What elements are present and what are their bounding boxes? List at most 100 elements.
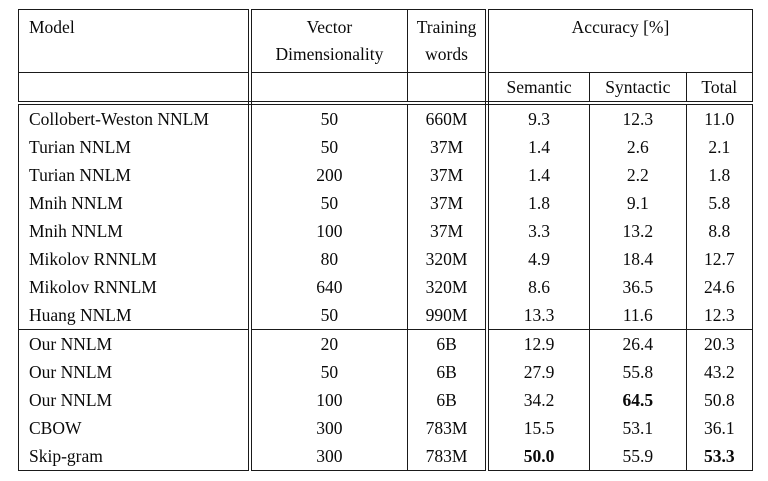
model-cell: Mnih NNLM: [17, 217, 252, 245]
semantic-accuracy-cell: 50.0: [486, 442, 591, 471]
table-row: Collobert-Weston NNLM 50 660M 9.3 12.3 11.0: [17, 103, 754, 133]
syntactic-accuracy-cell: 13.2: [589, 217, 687, 245]
table-header: Model Vector Dimensionality Training wor…: [17, 9, 754, 105]
dimensionality-cell: 80: [249, 245, 409, 273]
empty-training-header-cell: [407, 72, 490, 105]
total-accuracy-cell: 24.6: [685, 273, 754, 301]
dimensionality-cell: 100: [249, 386, 409, 414]
our-models-body: Our NNLM 20 6B 12.9 26.4 20.3 Our NNLM 50 6B 27.9…: [17, 329, 754, 471]
syntactic-accuracy-cell: 53.1: [589, 414, 687, 442]
col-header-syntactic: Syntactic: [589, 72, 687, 105]
training-line: Training: [416, 17, 477, 37]
empty-dimensionality-header-cell: [249, 72, 409, 105]
training-words-cell: 660M: [407, 103, 490, 133]
dimensionality-cell: 300: [249, 414, 409, 442]
semantic-accuracy-cell: 8.6: [486, 273, 591, 301]
model-cell: Mnih NNLM: [17, 189, 252, 217]
syntactic-accuracy-cell: 9.1: [589, 189, 687, 217]
syntactic-accuracy-cell: 64.5: [589, 386, 687, 414]
training-words-cell: 37M: [407, 161, 490, 189]
col-header-training-words: Training words: [407, 9, 490, 73]
syntactic-accuracy-cell: 55.9: [589, 442, 687, 471]
table-row: Turian NNLM 200 37M 1.4 2.2 1.8: [17, 161, 754, 189]
syntactic-accuracy-cell: 55.8: [589, 358, 687, 386]
total-accuracy-cell: 20.3: [685, 329, 754, 358]
dimensionality-cell: 50: [249, 301, 409, 330]
semantic-accuracy-cell: 1.4: [486, 133, 591, 161]
model-cell: Collobert-Weston NNLM: [17, 103, 252, 133]
total-accuracy-cell: 1.8: [685, 161, 754, 189]
dimensionality-cell: 50: [249, 189, 409, 217]
semantic-accuracy-cell: 9.3: [486, 103, 591, 133]
dimensionality-cell: 200: [249, 161, 409, 189]
semantic-accuracy-cell: 34.2: [486, 386, 591, 414]
table-row: Mikolov RNNLM 640 320M 8.6 36.5 24.6: [17, 273, 754, 301]
semantic-accuracy-cell: 27.9: [486, 358, 591, 386]
col-header-vector-dimensionality: Vector Dimensionality: [249, 9, 409, 73]
table-row: Our NNLM 50 6B 27.9 55.8 43.2: [17, 358, 754, 386]
syntactic-accuracy-cell: 36.5: [589, 273, 687, 301]
model-cell: Skip-gram: [17, 442, 252, 471]
training-words-cell: 783M: [407, 414, 490, 442]
words-line: words: [425, 44, 468, 64]
total-accuracy-cell: 50.8: [685, 386, 754, 414]
dimensionality-cell: 50: [249, 133, 409, 161]
training-words-cell: 320M: [407, 245, 490, 273]
training-words-cell: 990M: [407, 301, 490, 330]
semantic-accuracy-cell: 13.3: [486, 301, 591, 330]
results-table: Model Vector Dimensionality Training wor…: [17, 9, 754, 471]
total-accuracy-cell: 53.3: [685, 442, 754, 471]
syntactic-accuracy-cell: 18.4: [589, 245, 687, 273]
model-cell: Turian NNLM: [17, 161, 252, 189]
baseline-models-body: Collobert-Weston NNLM 50 660M 9.3 12.3 11.0 Tu…: [17, 103, 754, 330]
training-words-cell: 6B: [407, 329, 490, 358]
vector-line: Vector: [306, 17, 353, 37]
model-cell: Mikolov RNNLM: [17, 273, 252, 301]
col-header-accuracy: Accuracy [%]: [486, 9, 754, 73]
semantic-accuracy-cell: 15.5: [486, 414, 591, 442]
dimensionality-cell: 640: [249, 273, 409, 301]
training-words-cell: 37M: [407, 133, 490, 161]
semantic-accuracy-cell: 1.8: [486, 189, 591, 217]
model-cell: CBOW: [17, 414, 252, 442]
syntactic-accuracy-cell: 12.3: [589, 103, 687, 133]
total-accuracy-cell: 43.2: [685, 358, 754, 386]
table-row: Our NNLM 20 6B 12.9 26.4 20.3: [17, 329, 754, 358]
table-row: Skip-gram 300 783M 50.0 55.9 53.3: [17, 442, 754, 471]
training-words-cell: 6B: [407, 358, 490, 386]
table-row: Mnih NNLM 50 37M 1.8 9.1 5.8: [17, 189, 754, 217]
total-accuracy-cell: 5.8: [685, 189, 754, 217]
semantic-accuracy-cell: 4.9: [486, 245, 591, 273]
table-row: CBOW 300 783M 15.5 53.1 36.1: [17, 414, 754, 442]
syntactic-accuracy-cell: 2.2: [589, 161, 687, 189]
training-words-cell: 6B: [407, 386, 490, 414]
empty-model-header-cell: [17, 72, 252, 105]
semantic-accuracy-cell: 12.9: [486, 329, 591, 358]
total-accuracy-cell: 8.8: [685, 217, 754, 245]
total-accuracy-cell: 12.3: [685, 301, 754, 330]
table-row: Turian NNLM 50 37M 1.4 2.6 2.1: [17, 133, 754, 161]
table-row: Huang NNLM 50 990M 13.3 11.6 12.3: [17, 301, 754, 330]
header-row-2: Semantic Syntactic Total: [17, 72, 754, 105]
table-row: Mnih NNLM 100 37M 3.3 13.2 8.8: [17, 217, 754, 245]
model-cell: Turian NNLM: [17, 133, 252, 161]
model-cell: Our NNLM: [17, 358, 252, 386]
total-accuracy-cell: 11.0: [685, 103, 754, 133]
semantic-accuracy-cell: 3.3: [486, 217, 591, 245]
model-cell: Huang NNLM: [17, 301, 252, 330]
total-accuracy-cell: 12.7: [685, 245, 754, 273]
total-accuracy-cell: 2.1: [685, 133, 754, 161]
dimensionality-cell: 20: [249, 329, 409, 358]
syntactic-accuracy-cell: 11.6: [589, 301, 687, 330]
dimensionality-cell: 300: [249, 442, 409, 471]
table-row: Mikolov RNNLM 80 320M 4.9 18.4 12.7: [17, 245, 754, 273]
training-words-cell: 37M: [407, 217, 490, 245]
semantic-accuracy-cell: 1.4: [486, 161, 591, 189]
header-row-1: Model Vector Dimensionality Training wor…: [17, 9, 754, 73]
col-header-semantic: Semantic: [486, 72, 591, 105]
training-words-cell: 320M: [407, 273, 490, 301]
model-cell: Our NNLM: [17, 386, 252, 414]
syntactic-accuracy-cell: 2.6: [589, 133, 687, 161]
dimensionality-line: Dimensionality: [275, 44, 384, 64]
